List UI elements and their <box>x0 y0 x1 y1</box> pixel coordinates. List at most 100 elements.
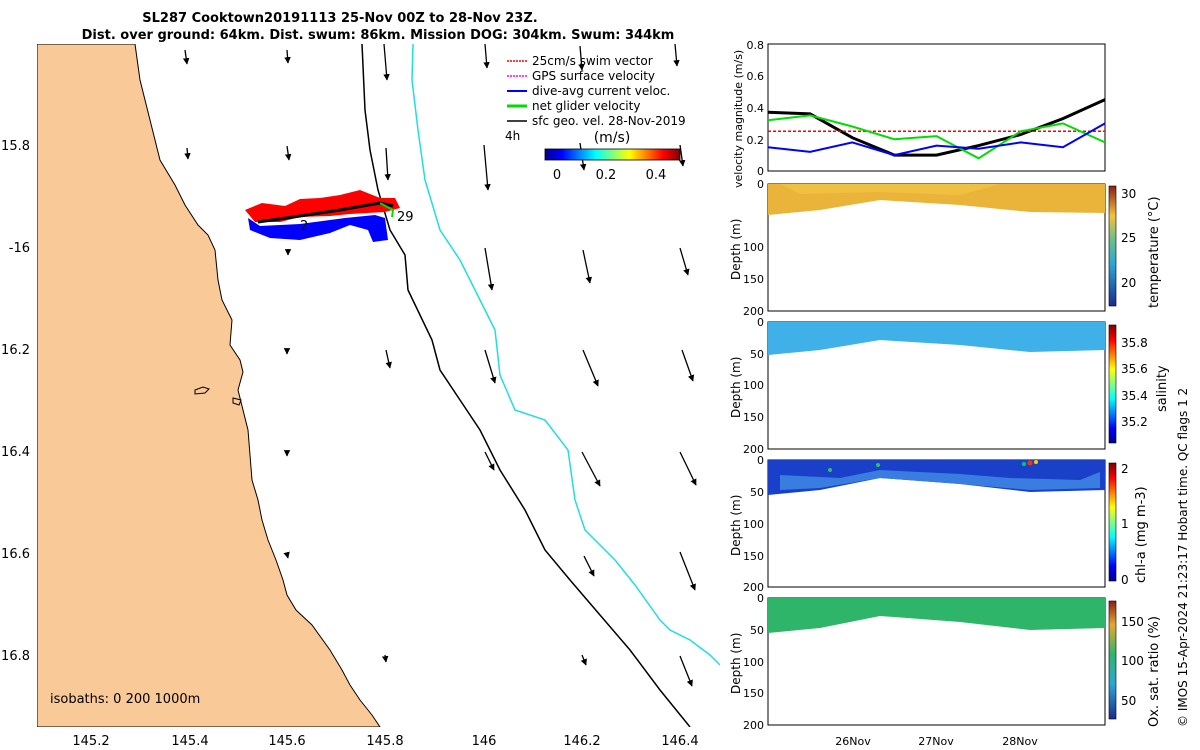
map-legend: 25cm/s swim vector GPS surface velocity … <box>505 54 686 183</box>
legend-dive-avg: dive-avg current veloc. <box>532 84 670 98</box>
svg-text:50: 50 <box>750 486 764 499</box>
svg-text:100: 100 <box>743 241 764 254</box>
temperature-cticks: 30 25 20 <box>1121 187 1136 290</box>
map-panel: 2 29 25cm/s swim vector GPS surface velo… <box>1 44 720 749</box>
velocity-yticks: 0 0.2 0.4 0.6 0.8 <box>747 39 765 178</box>
chla-cticks: 2 1 0 <box>1121 462 1129 587</box>
svg-text:145.6: 145.6 <box>268 734 305 749</box>
svg-text:0: 0 <box>757 316 764 329</box>
svg-text:2: 2 <box>1121 462 1129 476</box>
svg-text:1: 1 <box>1121 517 1129 531</box>
end-label: 29 <box>397 210 414 225</box>
svg-text:145.4: 145.4 <box>171 734 208 749</box>
svg-text:35.8: 35.8 <box>1121 336 1148 350</box>
cb-tick-04: 0.4 <box>646 168 667 183</box>
temperature-colorbar <box>1108 185 1117 307</box>
svg-text:35.4: 35.4 <box>1121 389 1148 403</box>
temperature-clabel: temperature (°C) <box>1147 196 1162 308</box>
land-polygon <box>37 44 381 727</box>
svg-text:200: 200 <box>743 719 764 732</box>
svg-text:150: 150 <box>1121 615 1144 629</box>
temperature-panel: 0 100 150 200 Depth (m) 30 25 20 tempera… <box>729 178 1162 318</box>
velocity-series-2 <box>767 114 1106 160</box>
map-xticks: 145.2 145.4 145.6 145.8 146 146.2 146.4 <box>72 734 698 749</box>
svg-text:100: 100 <box>743 379 764 392</box>
time-label: 4h <box>505 129 520 143</box>
chla-yticks: 0 50 100 150 200 <box>743 454 764 594</box>
velocity-ylabel: velocity magnitude (m/s) <box>732 50 745 188</box>
legend-swim: 25cm/s swim vector <box>532 54 653 68</box>
legend-net: net glider velocity <box>532 99 640 113</box>
footer-credit: © IMOS 15-Apr-2024 21:23:17 Hobart time.… <box>1176 388 1190 727</box>
svg-text:16.2: 16.2 <box>1 343 30 358</box>
svg-text:20: 20 <box>1121 276 1136 290</box>
chla-clabel: chl-a (mg m-3) <box>1134 486 1149 583</box>
svg-text:15.8: 15.8 <box>1 139 30 154</box>
svg-text:50: 50 <box>1121 694 1136 708</box>
isobath-1000m <box>411 44 720 666</box>
temperature-ylabel: Depth (m) <box>729 219 743 280</box>
svg-text:0.8: 0.8 <box>747 39 765 52</box>
legend-sfc-geo: sfc geo. vel. 28-Nov-2019 <box>532 114 686 128</box>
glider-track <box>245 190 400 242</box>
svg-text:16.6: 16.6 <box>1 547 30 562</box>
svg-text:50: 50 <box>750 348 764 361</box>
svg-text:145.8: 145.8 <box>366 734 403 749</box>
chla-ylabel: Depth (m) <box>729 495 743 556</box>
svg-text:200: 200 <box>743 581 764 594</box>
salinity-cticks: 35.8 35.6 35.4 35.2 <box>1121 336 1148 429</box>
cb-tick-0: 0 <box>553 168 561 183</box>
svg-text:16.8: 16.8 <box>1 649 30 664</box>
svg-text:146.4: 146.4 <box>661 734 698 749</box>
svg-text:150: 150 <box>743 550 764 563</box>
speed-colorbar <box>544 148 681 161</box>
salinity-ylabel: Depth (m) <box>729 357 743 418</box>
oxygen-cticks: 150 100 50 <box>1121 615 1144 708</box>
velocity-series-3 <box>767 122 1106 157</box>
svg-text:0.4: 0.4 <box>747 102 765 115</box>
svg-text:100: 100 <box>743 656 764 669</box>
svg-text:26Nov: 26Nov <box>835 735 871 748</box>
svg-text:150: 150 <box>743 687 764 700</box>
legend-gps: GPS surface velocity <box>532 69 655 83</box>
oxygen-yticks: 0 50 100 150 200 <box>743 592 764 732</box>
svg-text:200: 200 <box>743 443 764 456</box>
svg-text:0: 0 <box>757 454 764 467</box>
svg-text:0.2: 0.2 <box>747 134 765 147</box>
isobath-note: isobaths: 0 200 1000m <box>50 692 200 707</box>
svg-text:35.6: 35.6 <box>1121 362 1148 376</box>
colorbar-label: (m/s) <box>594 130 631 146</box>
svg-text:35.2: 35.2 <box>1121 415 1148 429</box>
svg-text:25: 25 <box>1121 231 1136 245</box>
svg-text:28Nov: 28Nov <box>1002 735 1038 748</box>
salinity-yticks: 0 50 100 150 200 <box>743 316 764 456</box>
isobath-200m <box>361 44 691 727</box>
cb-tick-02: 0.2 <box>596 168 617 183</box>
time-xticks: 26Nov 27Nov 28Nov <box>835 735 1038 748</box>
svg-text:150: 150 <box>743 411 764 424</box>
oxygen-clabel: Ox. sat. ratio (%) <box>1147 616 1162 727</box>
title-line1: SL287 Cooktown20191113 25-Nov 00Z to 28-… <box>142 11 537 26</box>
svg-text:0: 0 <box>1121 573 1129 587</box>
title-line2: Dist. over ground: 64km. Dist. swum: 86k… <box>82 28 675 43</box>
svg-text:50: 50 <box>750 624 764 637</box>
velocity-series <box>767 98 1106 160</box>
svg-text:-16: -16 <box>9 241 30 256</box>
oxygen-colorbar <box>1108 600 1117 720</box>
velocity-series-0 <box>767 98 1106 157</box>
svg-text:30: 30 <box>1121 187 1136 201</box>
svg-text:146: 146 <box>472 734 497 749</box>
svg-text:100: 100 <box>1121 654 1144 668</box>
oxygen-panel: 0 50 100 150 200 Depth (m) 150 100 50 Ox… <box>729 592 1162 748</box>
salinity-panel: 0 50 100 150 200 Depth (m) 35.8 35.6 35.… <box>729 316 1170 456</box>
temperature-yticks: 0 100 150 200 <box>743 178 764 318</box>
svg-text:0: 0 <box>757 165 764 178</box>
chla-panel: 0 50 100 150 200 Depth (m) 2 1 0 chl-a (… <box>729 454 1149 594</box>
svg-text:100: 100 <box>743 518 764 531</box>
svg-text:200: 200 <box>743 305 764 318</box>
velocity-panel: 0 0.2 0.4 0.6 0.8 velocity magnitude (m/… <box>732 39 1106 188</box>
svg-text:27Nov: 27Nov <box>918 735 954 748</box>
svg-text:0: 0 <box>757 178 764 191</box>
svg-text:145.2: 145.2 <box>72 734 109 749</box>
map-yticks: 15.8 -16 16.2 16.4 16.6 16.8 <box>1 139 30 664</box>
